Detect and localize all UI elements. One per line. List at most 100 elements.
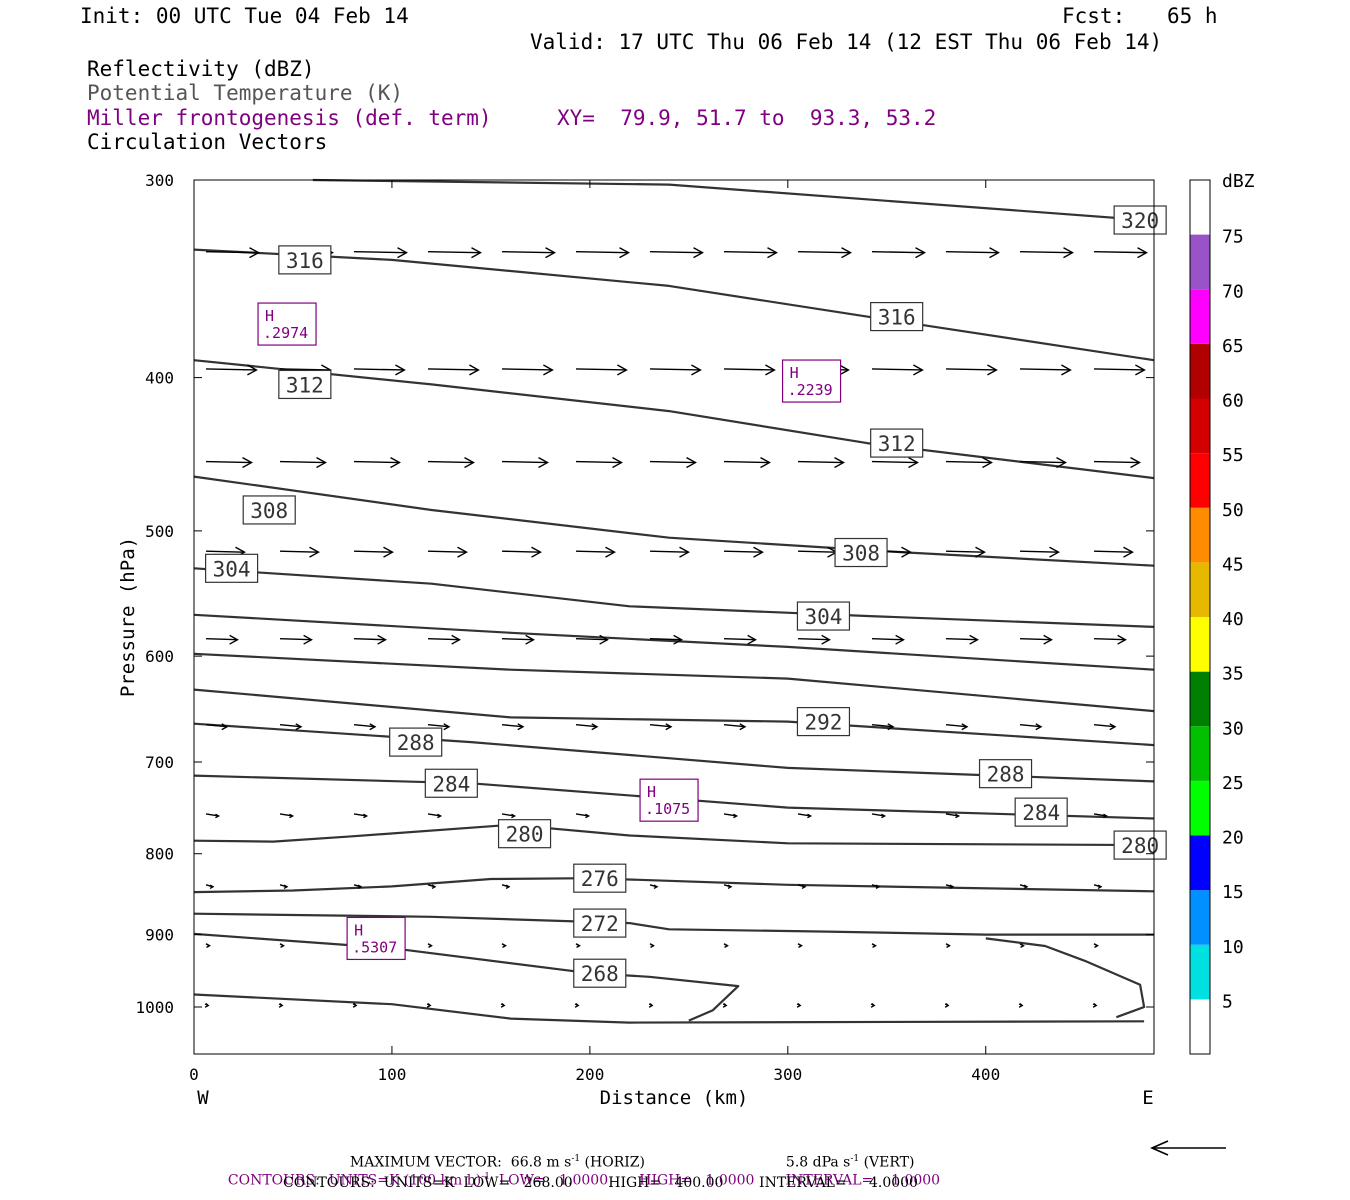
y-tick-label: 400: [145, 369, 174, 388]
svg-text:H: H: [265, 307, 274, 325]
colorbar-swatch: [1190, 507, 1210, 563]
circulation-vector: [353, 634, 387, 645]
circulation-vector: [1019, 364, 1072, 376]
x-tick-label: 200: [575, 1065, 604, 1084]
circulation-vector: [1019, 546, 1060, 558]
circulation-vector: [945, 813, 961, 819]
svg-text:304: 304: [804, 605, 842, 629]
circulation-vector: [205, 634, 239, 645]
circulation-vector: [501, 634, 535, 645]
isentrope-292-7: [193, 688, 1155, 747]
west-label: W: [197, 1087, 209, 1109]
x-tick-label: 300: [773, 1065, 802, 1084]
circulation-vector: [945, 723, 969, 731]
circulation-vector: [1019, 247, 1074, 259]
colorbar-level-label: 50: [1222, 500, 1244, 521]
circulation-vector: [353, 247, 408, 259]
colorbar-swatch: [1190, 234, 1210, 290]
svg-text:284: 284: [432, 772, 470, 796]
circulation-vector: [649, 884, 659, 890]
circulation-vector: [575, 456, 623, 469]
footer-contours-frontogenesis: CONTOURS: UNITS=K (100 km h)-1 LOW= 1.00…: [227, 1172, 941, 1189]
legend-reflectivity: Reflectivity (dBZ): [87, 57, 315, 81]
colorbar-unit: dBZ: [1222, 171, 1255, 192]
colorbar-swatch: [1190, 999, 1210, 1054]
circulation-vector: [501, 884, 511, 890]
circulation-vector: [797, 813, 813, 819]
circulation-vector: [723, 456, 771, 469]
y-tick-label: 1000: [135, 998, 174, 1017]
circulation-vector: [353, 884, 363, 890]
isentrope-label: 272: [573, 908, 627, 938]
isentrope-296-6: [193, 652, 1155, 713]
circulation-vector: [501, 456, 549, 469]
svg-text:312: 312: [878, 432, 916, 456]
colorbar-level-label: 25: [1222, 773, 1244, 794]
forecast-value: 65 h: [1167, 4, 1218, 28]
isentrope-304-4: [193, 567, 1155, 628]
circulation-vector: [574, 1003, 580, 1008]
colorbar-level-label: 75: [1222, 227, 1244, 248]
y-tick-label: 800: [145, 845, 174, 864]
axes: 300 400 500 600 700 800 900 1000 0 100 200 300 400: [135, 171, 1154, 1084]
svg-text:268: 268: [581, 962, 619, 986]
svg-text:312: 312: [286, 373, 324, 397]
svg-text:.1075: .1075: [645, 800, 690, 818]
frontogenesis-maximum: H.2974: [257, 302, 317, 346]
circulation-vector: [501, 364, 554, 376]
colorbar-swatch: [1190, 944, 1210, 1000]
isentropes: [193, 178, 1155, 1024]
circulation-vector: [575, 546, 616, 558]
circulation-vector: [1093, 884, 1103, 890]
isentrope-308-3: [193, 475, 1155, 567]
circulation-vector: [353, 456, 401, 469]
circulation-vector: [1093, 943, 1099, 948]
colorbar-swatch: [1190, 562, 1210, 617]
colorbar-level-label: 20: [1222, 828, 1244, 849]
init-time: Init: 00 UTC Tue 04 Feb 14: [80, 4, 409, 28]
svg-text:308: 308: [842, 542, 880, 566]
circulation-vector: [575, 247, 630, 259]
x-tick-label: 100: [377, 1065, 406, 1084]
footer-max-vector: MAXIMUM VECTOR: 66.8 m s-1 (HORIZ): [349, 1154, 645, 1171]
isentrope-284-9: [193, 774, 1155, 820]
circulation-vector: [648, 1003, 654, 1008]
x-tick-label: 0: [189, 1065, 199, 1084]
isentrope-276-11: [193, 877, 1155, 894]
circulation-vector: [1019, 456, 1067, 469]
circulation-vector: [427, 364, 480, 376]
svg-text:316: 316: [878, 306, 916, 330]
circulation-vector: [944, 1003, 950, 1008]
circulation-vector: [870, 1003, 876, 1008]
circulation-vector: [279, 634, 313, 645]
circulation-vector: [1019, 884, 1029, 890]
circulation-vector: [575, 723, 599, 731]
circulation-vector: [871, 943, 877, 948]
y-axis-title: Pressure (hPa): [117, 537, 139, 697]
circulation-vector: [427, 943, 433, 948]
circulation-vector: [575, 634, 609, 645]
circulation-vector: [1093, 546, 1134, 558]
circulation-vector: [945, 247, 1000, 259]
circulation-vector: [723, 364, 776, 376]
colorbar-swatch: [1190, 343, 1210, 399]
colorbar-level-label: 5: [1222, 991, 1233, 1012]
colorbar-level-label: 55: [1222, 445, 1244, 466]
circulation-vector: [1093, 364, 1146, 376]
isentrope-312-2: [193, 359, 1155, 480]
circulation-vector: [1019, 723, 1043, 731]
colorbar-level-label: 65: [1222, 336, 1244, 357]
colorbar: 5 10 15 20 25 30 35 40 45 50 55 60 65 70 75: [1189, 179, 1244, 1055]
circulation-vector: [279, 546, 320, 558]
legend-potential-temperature: Potential Temperature (K): [87, 81, 404, 105]
circulation-vector: [353, 813, 369, 819]
y-tick-label: 700: [145, 753, 174, 772]
circulation-vector: [204, 1003, 210, 1008]
svg-text:308: 308: [250, 499, 288, 523]
svg-text:H: H: [790, 364, 799, 382]
colorbar-level-label: 30: [1222, 718, 1244, 739]
footer-max-vector-vertical: 5.8 dPa s-1 (VERT): [785, 1154, 915, 1171]
circulation-vector: [797, 546, 838, 558]
isentrope-320-0: [312, 178, 1145, 222]
circulation-vector: [723, 634, 757, 645]
